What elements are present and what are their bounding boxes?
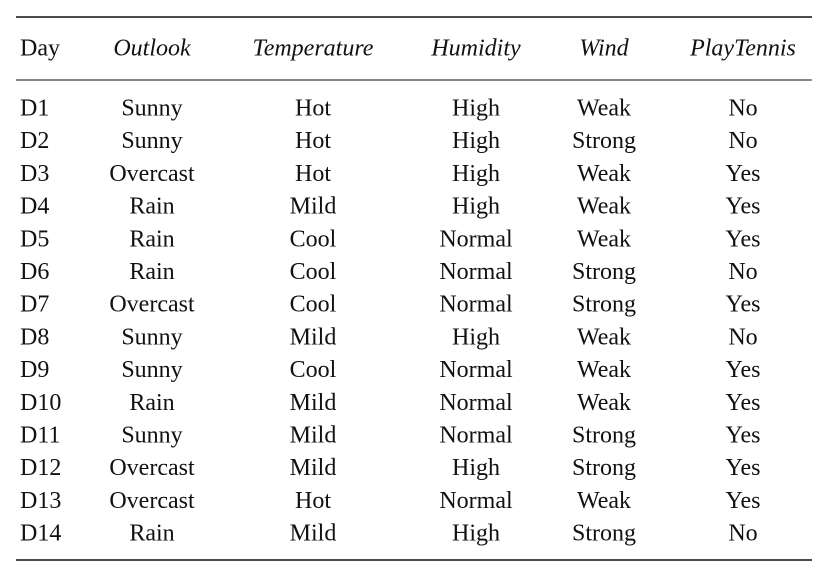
cell: Mild <box>290 194 337 220</box>
cell: Sunny <box>121 96 182 122</box>
cell: Rain <box>129 390 174 416</box>
cell: Hot <box>295 488 331 514</box>
cell: Overcast <box>109 455 195 481</box>
cell: Sunny <box>121 423 182 449</box>
cell: Strong <box>572 423 636 449</box>
cell: Cool <box>290 357 337 383</box>
cell: Overcast <box>109 292 195 318</box>
cell: No <box>728 521 757 547</box>
cell: Normal <box>439 226 513 252</box>
cell: Weak <box>577 357 631 383</box>
cell: Yes <box>726 357 761 383</box>
cell: Rain <box>129 194 174 220</box>
cell: Mild <box>290 455 337 481</box>
cell: D3 <box>20 161 49 187</box>
cell: Weak <box>577 226 631 252</box>
cell: Mild <box>290 390 337 416</box>
header-cell: Wind <box>579 36 629 62</box>
header-cell: PlayTennis <box>689 36 796 62</box>
cell: No <box>728 259 757 285</box>
cell: Weak <box>577 324 631 350</box>
cell: Weak <box>577 488 631 514</box>
cell: D12 <box>20 455 61 481</box>
cell: Mild <box>290 521 337 547</box>
cell: Normal <box>439 423 513 449</box>
cell: High <box>452 128 500 154</box>
cell: D5 <box>20 226 49 252</box>
cell: Sunny <box>121 128 182 154</box>
cell: Strong <box>572 128 636 154</box>
cell: Hot <box>295 128 331 154</box>
cell: Yes <box>726 488 761 514</box>
cell: Cool <box>290 226 337 252</box>
cell: Mild <box>290 423 337 449</box>
cell: Normal <box>439 259 513 285</box>
cell: D14 <box>20 521 61 547</box>
header-cell: Temperature <box>253 36 374 62</box>
cell: Weak <box>577 194 631 220</box>
cell: Cool <box>290 259 337 285</box>
cell: Strong <box>572 259 636 285</box>
cell: High <box>452 96 500 122</box>
cell: Normal <box>439 292 513 318</box>
cell: D1 <box>20 96 49 122</box>
cell: Normal <box>439 390 513 416</box>
cell: Weak <box>577 390 631 416</box>
cell: D9 <box>20 357 49 383</box>
cell: D7 <box>20 292 49 318</box>
cell: Yes <box>726 390 761 416</box>
cell: Yes <box>726 226 761 252</box>
cell: Hot <box>295 161 331 187</box>
cell: High <box>452 161 500 187</box>
cell: Normal <box>439 488 513 514</box>
cell: Strong <box>572 292 636 318</box>
cell: D2 <box>20 128 49 154</box>
cell: D4 <box>20 194 49 220</box>
cell: High <box>452 521 500 547</box>
cell: Weak <box>577 161 631 187</box>
cell: Rain <box>129 259 174 285</box>
cell: D13 <box>20 488 61 514</box>
cell: Mild <box>290 324 337 350</box>
cell: No <box>728 324 757 350</box>
cell: Yes <box>726 423 761 449</box>
cell: Yes <box>726 194 761 220</box>
cell: Cool <box>290 292 337 318</box>
cell: Weak <box>577 96 631 122</box>
cell: No <box>728 128 757 154</box>
cell: Yes <box>726 161 761 187</box>
cell: Hot <box>295 96 331 122</box>
cell: Yes <box>726 292 761 318</box>
cell: Rain <box>129 226 174 252</box>
cell: No <box>728 96 757 122</box>
cell: D6 <box>20 259 49 285</box>
cell: Sunny <box>121 357 182 383</box>
cell: D11 <box>20 423 60 449</box>
cell: Rain <box>129 521 174 547</box>
cell: High <box>452 324 500 350</box>
header-cell: Outlook <box>113 36 191 62</box>
cell: High <box>452 455 500 481</box>
cell: D8 <box>20 324 49 350</box>
header-cell: Day <box>20 36 60 62</box>
cell: Sunny <box>121 324 182 350</box>
cell: D10 <box>20 390 61 416</box>
cell: Strong <box>572 521 636 547</box>
cell: High <box>452 194 500 220</box>
cell: Overcast <box>109 161 195 187</box>
header-cell: Humidity <box>430 36 521 62</box>
cell: Overcast <box>109 488 195 514</box>
cell: Yes <box>726 455 761 481</box>
cell: Strong <box>572 455 636 481</box>
cell: Normal <box>439 357 513 383</box>
